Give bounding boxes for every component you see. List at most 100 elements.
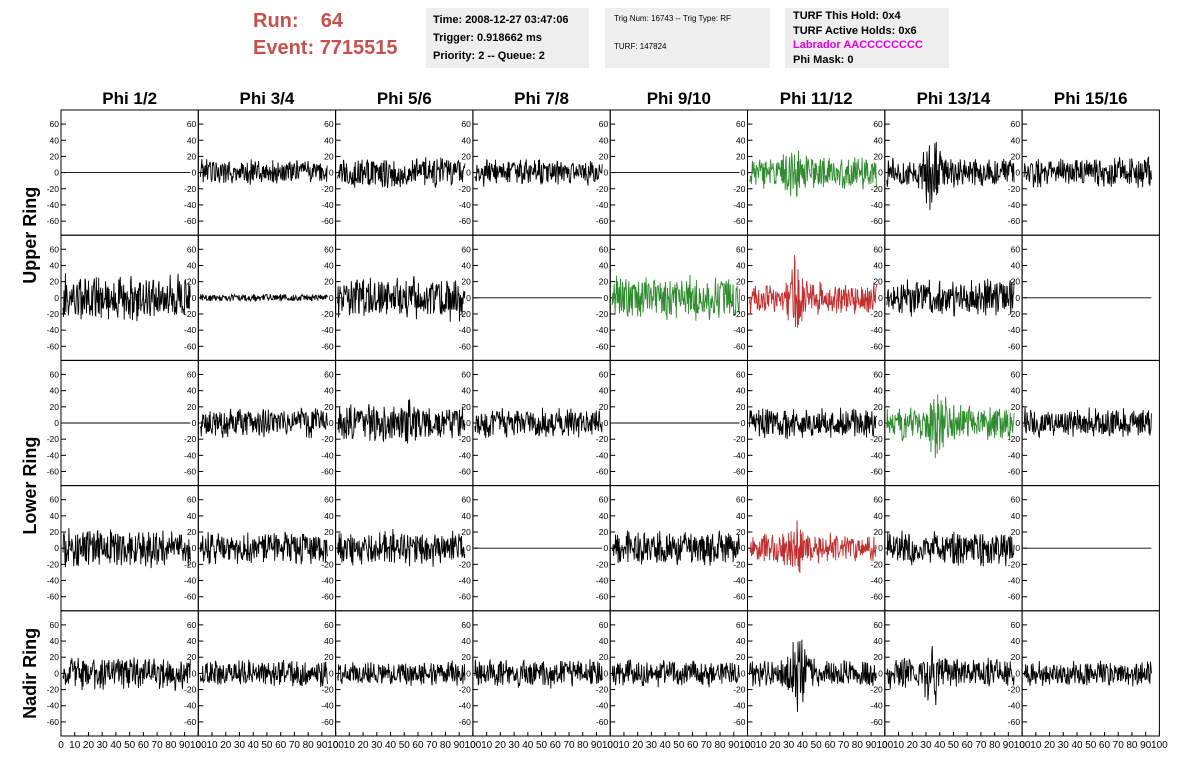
y-tick-label: 40 bbox=[736, 135, 746, 145]
y-tick-label: -40 bbox=[47, 450, 60, 460]
y-tick-label: -60 bbox=[321, 717, 334, 727]
x-tick-label: 10 bbox=[1030, 740, 1042, 751]
x-tick-label: 20 bbox=[907, 740, 919, 751]
x-tick-label: 40 bbox=[385, 740, 397, 751]
y-tick-label: 20 bbox=[1011, 402, 1021, 412]
x-tick-label: 50 bbox=[261, 740, 273, 751]
waveform-trace bbox=[749, 520, 878, 574]
y-tick-label: 40 bbox=[50, 135, 60, 145]
x-tick-label: 0 bbox=[196, 740, 202, 751]
time-text: Time: 2008-12-27 03:47:06 bbox=[433, 14, 569, 26]
y-tick-label: 0 bbox=[329, 418, 334, 428]
y-tick-label: 40 bbox=[324, 636, 334, 646]
waveform-panel: 60 40 20 0 -20 -40 -60 bbox=[733, 359, 886, 487]
x-tick-label: 30 bbox=[1058, 740, 1070, 751]
waveform-panel: 60 40 20 0 -20 -40 -60 bbox=[459, 109, 611, 236]
y-tick-label: 60 bbox=[599, 495, 609, 505]
y-tick-label: 60 bbox=[324, 620, 334, 630]
x-tick-label: 0 bbox=[58, 740, 64, 751]
y-tick-label: 0 bbox=[54, 293, 59, 303]
y-tick-label: 20 bbox=[187, 652, 197, 662]
x-tick-label: 10 bbox=[756, 740, 768, 751]
y-tick-label: -60 bbox=[596, 216, 609, 226]
y-tick-label: 60 bbox=[461, 244, 471, 254]
y-tick-label: -20 bbox=[184, 685, 197, 695]
event-label: Event: bbox=[253, 37, 315, 59]
waveform-trace bbox=[474, 159, 603, 187]
x-tick-label: 0 bbox=[607, 740, 613, 751]
x-tick-label: 50 bbox=[399, 740, 411, 751]
x-tick-label: 10 bbox=[206, 740, 218, 751]
y-tick-label: -40 bbox=[1008, 200, 1021, 210]
waveform-panel: 60 40 20 0 -20 -40 -60 bbox=[47, 234, 199, 361]
event-row: Event: 7715515 bbox=[253, 35, 398, 62]
y-tick-label: -40 bbox=[47, 325, 60, 335]
time-info-box: Time: 2008-12-27 03:47:06 Trigger: 0.918… bbox=[426, 8, 589, 68]
y-tick-label: -40 bbox=[733, 325, 746, 335]
waveform-trace bbox=[1023, 156, 1152, 188]
x-tick-label: 50 bbox=[124, 740, 136, 751]
event-value: 7715515 bbox=[319, 37, 398, 59]
waveform-trace bbox=[886, 530, 1015, 567]
y-tick-label: 20 bbox=[1011, 151, 1021, 161]
y-tick-label: 20 bbox=[187, 527, 197, 537]
waveform-panel: 60 40 20 0 -20 -40 -60 bbox=[596, 109, 749, 236]
y-tick-label: 40 bbox=[50, 386, 60, 396]
y-tick-label: -20 bbox=[321, 184, 334, 194]
x-tick-label: 40 bbox=[797, 740, 809, 751]
y-tick-label: -60 bbox=[1008, 341, 1021, 351]
y-tick-label: -60 bbox=[184, 216, 197, 226]
waveform-panel: 60 40 20 0 -20 -40 -60 bbox=[184, 109, 337, 236]
y-tick-label: -40 bbox=[733, 200, 746, 210]
run-row: Run: 64 bbox=[253, 8, 398, 35]
waveform-panel: 60 40 20 0 -20 -40 -60 bbox=[184, 610, 337, 737]
y-tick-label: 0 bbox=[192, 168, 197, 178]
y-tick-label: 40 bbox=[873, 636, 883, 646]
y-tick-label: -20 bbox=[733, 184, 746, 194]
waveform-trace bbox=[886, 394, 1015, 459]
x-tick-label: 40 bbox=[110, 740, 122, 751]
panel-frame bbox=[609, 610, 749, 737]
x-tick-label: 100 bbox=[1014, 740, 1031, 751]
y-tick-label: 20 bbox=[736, 151, 746, 161]
y-tick-label: 0 bbox=[54, 668, 59, 678]
y-tick-label: 0 bbox=[603, 543, 608, 553]
y-tick-label: 20 bbox=[873, 527, 883, 537]
waveform-trace bbox=[749, 407, 878, 440]
y-tick-label: 60 bbox=[324, 119, 334, 129]
y-tick-label: 0 bbox=[878, 668, 883, 678]
y-tick-label: 20 bbox=[1011, 527, 1021, 537]
y-tick-label: 60 bbox=[873, 244, 883, 254]
waveform-panel: 60 40 20 0 -20 -40 -60 bbox=[321, 359, 474, 487]
waveform-trace bbox=[337, 276, 466, 322]
y-tick-label: 60 bbox=[50, 620, 60, 630]
y-tick-label: 0 bbox=[878, 543, 883, 553]
waveform-trace bbox=[1023, 660, 1152, 687]
x-tick-label: 40 bbox=[522, 740, 534, 751]
y-tick-label: -60 bbox=[871, 592, 884, 602]
x-tick-label: 20 bbox=[1044, 740, 1056, 751]
y-tick-label: -40 bbox=[321, 450, 334, 460]
y-tick-label: 60 bbox=[736, 244, 746, 254]
y-tick-label: 40 bbox=[461, 260, 471, 270]
column-header: Phi 9/10 bbox=[647, 89, 711, 108]
y-tick-label: -20 bbox=[459, 685, 472, 695]
y-tick-label: -40 bbox=[321, 325, 334, 335]
x-tick-label: 80 bbox=[303, 740, 315, 751]
y-tick-label: -20 bbox=[1008, 685, 1021, 695]
waveform-panel: 60 40 20 0 -20 -40 -60 bbox=[321, 109, 474, 236]
x-tick-label: 90 bbox=[316, 740, 328, 751]
y-tick-label: 20 bbox=[599, 652, 609, 662]
waveform-trace bbox=[474, 659, 603, 689]
y-tick-label: -40 bbox=[459, 576, 472, 586]
y-tick-label: -40 bbox=[596, 325, 609, 335]
y-tick-label: 0 bbox=[878, 418, 883, 428]
y-tick-label: -60 bbox=[871, 717, 884, 727]
x-tick-label: 40 bbox=[934, 740, 946, 751]
x-tick-label: 20 bbox=[357, 740, 369, 751]
waveform-panel: 60 40 20 0 -20 -40 -60 bbox=[733, 234, 886, 361]
x-tick-label: 30 bbox=[97, 740, 109, 751]
y-tick-label: 20 bbox=[50, 402, 60, 412]
y-tick-label: 20 bbox=[873, 402, 883, 412]
